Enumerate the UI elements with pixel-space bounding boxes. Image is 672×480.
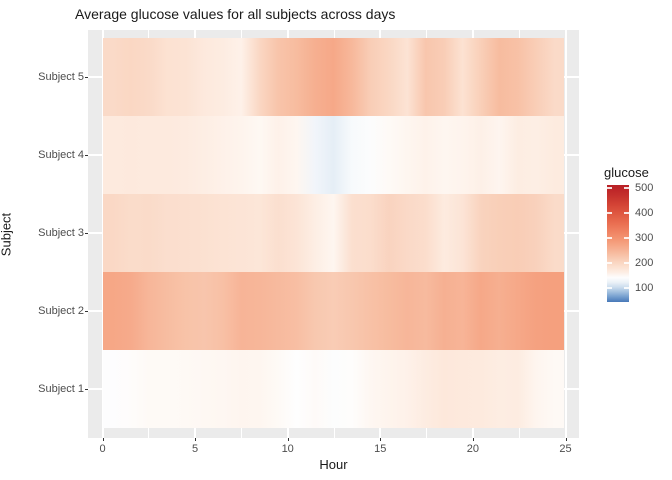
y-tick-label: Subject 2	[38, 305, 84, 317]
plot-panel	[88, 30, 579, 438]
chart-title: Average glucose values for all subjects …	[75, 6, 396, 22]
legend-colorbar	[607, 185, 629, 302]
heatmap-row-subject-3	[103, 194, 564, 272]
heatmap-tiles	[103, 38, 564, 428]
x-tick-mark	[472, 438, 474, 441]
legend-tick-mark	[607, 262, 612, 264]
y-tick-label: Subject 3	[38, 227, 84, 239]
legend-tick-mark	[607, 212, 612, 214]
legend-tick-mark	[624, 262, 629, 264]
legend-tick-label: 500	[635, 182, 654, 194]
y-tick-mark	[85, 77, 88, 78]
x-tick-mark	[565, 438, 567, 441]
legend-tick-mark	[624, 212, 629, 214]
legend-tick-mark	[624, 237, 629, 239]
legend-tick-mark	[624, 187, 629, 189]
heatmap-row-subject-5	[103, 38, 564, 116]
x-tick-mark	[287, 438, 289, 441]
heatmap-row-subject-4	[103, 116, 564, 194]
x-axis-title: Hour	[319, 457, 348, 472]
x-tick-label: 5	[192, 443, 199, 455]
heatmap-row-subject-2	[103, 272, 564, 350]
legend-tick-mark	[607, 287, 612, 289]
y-tick-mark	[85, 155, 88, 156]
legend-tick-mark	[624, 287, 629, 289]
legend-tick-label: 400	[635, 207, 654, 219]
x-tick-mark	[195, 438, 197, 441]
x-tick-label: 10	[281, 443, 294, 455]
x-tick-label: 20	[466, 443, 480, 455]
x-tick-mark	[380, 438, 382, 441]
y-tick-label: Subject 1	[38, 383, 84, 395]
legend-tick-label: 100	[635, 282, 654, 294]
legend-tick-mark	[607, 187, 612, 189]
legend-tick-label: 300	[635, 232, 654, 244]
x-tick-mark	[102, 438, 104, 441]
major-gridline	[101, 30, 104, 438]
y-tick-label: Subject 4	[38, 149, 84, 161]
x-tick-label: 25	[559, 443, 572, 455]
legend-tick-label: 200	[635, 257, 654, 269]
x-tick-label: 15	[374, 443, 387, 455]
legend-title: glucose	[604, 165, 649, 180]
y-tick-mark	[85, 233, 88, 234]
y-tick-mark	[85, 311, 88, 312]
major-gridline	[564, 30, 567, 438]
heatmap-row-subject-1	[103, 350, 564, 428]
y-axis-title: Subject	[0, 212, 14, 257]
y-tick-label: Subject 5	[38, 71, 84, 83]
x-tick-label: 0	[99, 443, 106, 455]
y-tick-mark	[85, 389, 88, 390]
legend-tick-mark	[607, 237, 612, 239]
